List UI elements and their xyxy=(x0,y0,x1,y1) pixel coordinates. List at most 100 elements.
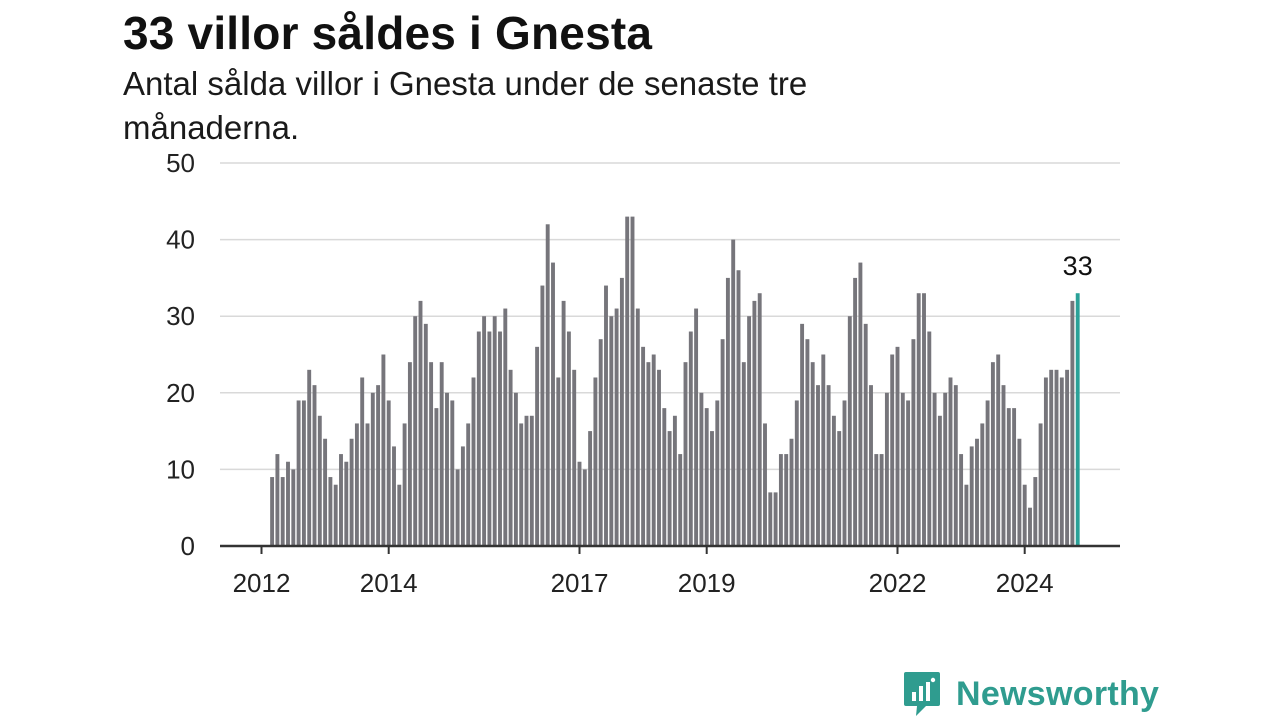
bar xyxy=(519,423,524,546)
bar xyxy=(307,369,312,546)
bar xyxy=(508,369,513,546)
bar xyxy=(598,339,603,546)
bar xyxy=(280,477,285,546)
bar xyxy=(360,377,365,546)
bar xyxy=(439,362,444,546)
x-tick-label: 2022 xyxy=(869,568,927,598)
bar xyxy=(301,400,306,546)
bar xyxy=(789,438,794,546)
bar xyxy=(593,377,598,546)
bar xyxy=(397,484,402,546)
bar xyxy=(810,362,815,546)
x-tick-label: 2012 xyxy=(233,568,291,598)
bar xyxy=(402,423,407,546)
bar xyxy=(529,415,534,546)
bar xyxy=(842,400,847,546)
bar xyxy=(816,385,820,546)
highlight-data-label: 33 xyxy=(1063,251,1093,281)
bar xyxy=(354,423,359,546)
bar xyxy=(1059,377,1064,546)
bar xyxy=(566,331,571,546)
bar xyxy=(704,408,709,546)
bar xyxy=(821,354,826,546)
bar xyxy=(407,362,412,546)
bar xyxy=(964,484,969,546)
bar xyxy=(556,377,561,546)
bar xyxy=(763,423,767,546)
bar xyxy=(916,293,921,546)
bar xyxy=(688,331,693,546)
x-tick-label: 2017 xyxy=(551,568,609,598)
bar xyxy=(487,331,492,546)
bar xyxy=(392,446,396,546)
bar xyxy=(948,377,953,546)
bar xyxy=(482,316,487,546)
bar xyxy=(641,346,646,546)
bar xyxy=(1022,484,1027,546)
bar xyxy=(715,400,720,546)
bar xyxy=(545,224,550,546)
bar xyxy=(927,331,932,546)
bar xyxy=(853,277,858,546)
bar xyxy=(291,469,296,546)
bar xyxy=(773,492,778,546)
bar xyxy=(752,300,757,546)
bar xyxy=(625,216,630,546)
bar xyxy=(895,346,900,546)
bar xyxy=(710,431,714,546)
bar xyxy=(975,438,979,546)
bar xyxy=(736,270,741,546)
y-tick-label: 0 xyxy=(181,531,195,561)
bar xyxy=(572,369,577,546)
bar xyxy=(609,316,614,546)
bar xyxy=(312,385,317,546)
bar xyxy=(651,354,656,546)
highlight-bar xyxy=(1075,293,1080,546)
bar xyxy=(540,285,545,546)
bar xyxy=(678,454,683,546)
bar xyxy=(513,392,518,546)
bar xyxy=(768,492,773,546)
bar xyxy=(683,362,688,546)
bar xyxy=(1054,369,1059,546)
bar xyxy=(445,392,449,546)
bar xyxy=(328,477,333,546)
bar xyxy=(434,408,439,546)
newsworthy-logo-icon xyxy=(904,672,940,716)
bar xyxy=(831,415,836,546)
bar xyxy=(778,454,783,546)
bar xyxy=(1049,369,1054,546)
bar xyxy=(990,362,995,546)
bar xyxy=(1065,369,1070,546)
bar xyxy=(869,385,873,546)
bar xyxy=(466,423,471,546)
bar xyxy=(476,331,481,546)
chart-title: 33 villor såldes i Gnesta xyxy=(123,7,653,59)
bar xyxy=(969,446,974,546)
bar xyxy=(275,454,280,546)
bar xyxy=(847,316,852,546)
y-tick-label: 50 xyxy=(166,148,195,178)
bar xyxy=(333,484,338,546)
bar xyxy=(429,362,434,546)
bar xyxy=(858,262,863,546)
bar xyxy=(498,331,502,546)
bar xyxy=(784,454,789,546)
brand-logo[interactable]: Newsworthy xyxy=(902,670,1159,718)
bar xyxy=(943,392,948,546)
x-tick-label: 2014 xyxy=(360,568,418,598)
bar xyxy=(672,415,677,546)
bar xyxy=(980,423,985,546)
bar xyxy=(826,385,831,546)
x-tick-label: 2024 xyxy=(996,568,1054,598)
x-tick-label: 2019 xyxy=(678,568,736,598)
bar xyxy=(551,262,555,546)
bar xyxy=(535,346,540,546)
bar xyxy=(1001,385,1006,546)
bar xyxy=(450,400,455,546)
bar xyxy=(900,392,905,546)
bar xyxy=(381,354,386,546)
bar xyxy=(588,431,593,546)
bar xyxy=(890,354,895,546)
